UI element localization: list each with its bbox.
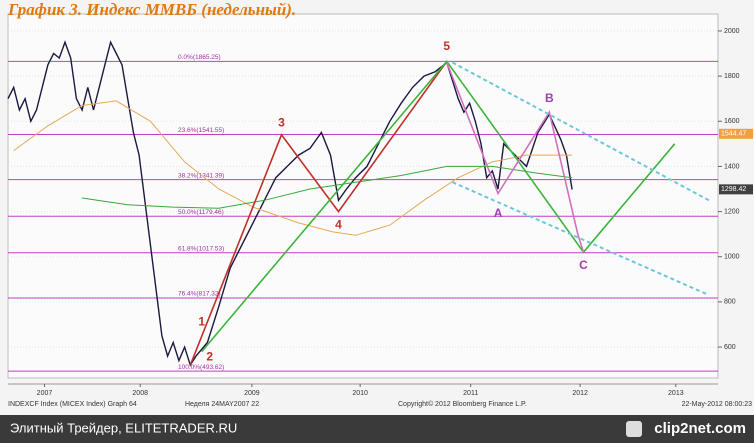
price-line	[7, 40, 573, 367]
x-tick-label: 2009	[244, 390, 260, 397]
footer-text: Copyright© 2012 Bloomberg Finance L.P.	[398, 400, 527, 408]
fib-label: 50.0%(1179.46)	[178, 209, 224, 216]
x-tick-label: 2007	[37, 390, 53, 397]
trend-line	[452, 181, 710, 297]
chart-title: График 3. Индекс ММВБ (недельный).	[7, 0, 296, 19]
plot-area	[7, 13, 719, 379]
fib-label: 100.0%(493.62)	[178, 364, 224, 371]
price-line	[13, 100, 573, 236]
banner-logo: clip2net.com	[654, 420, 746, 437]
price-tag-label: 1298.42	[721, 186, 746, 193]
wave-label: A	[494, 206, 503, 220]
wave-label: 2	[206, 349, 213, 363]
price-line	[82, 165, 573, 209]
footer-text: 22-May-2012 08:00:23	[682, 401, 753, 408]
wave-label: B	[545, 91, 554, 105]
trend-line	[189, 60, 448, 366]
fib-label: 23.6%(1541.55)	[178, 127, 224, 134]
logo-icon	[626, 421, 642, 437]
banner-text: Элитный Трейдер, ELITETRADER.RU	[10, 420, 237, 435]
wave-label: C	[579, 258, 588, 272]
wave-label: 5	[443, 39, 450, 53]
x-tick-label: 2012	[572, 390, 588, 397]
y-tick-label: 1000	[724, 254, 740, 261]
y-tick-label: 2000	[724, 28, 740, 35]
x-tick-label: 2011	[463, 390, 478, 397]
x-tick-label: 2008	[132, 390, 148, 397]
y-tick-label: 1200	[724, 208, 740, 215]
price-tag-label: 1544.47	[721, 131, 746, 138]
x-tick-label: 2010	[352, 390, 368, 397]
fib-label: 61.8%(1017.53)	[178, 246, 224, 253]
footer-text: INDEXCF Index (MICEX Index) Graph 64	[8, 401, 137, 408]
fib-label: 38.2%(1341.39)	[178, 172, 224, 179]
y-tick-label: 1400	[724, 163, 740, 170]
wave-label: 1	[198, 314, 205, 328]
fib-label: 0.0%(1865.25)	[178, 54, 221, 61]
footer-text: Неделя 24MAY2007 22	[185, 401, 259, 408]
trend-line	[446, 62, 585, 253]
y-tick-label: 800	[724, 299, 736, 306]
wave-label: 4	[335, 217, 342, 231]
x-tick-label: 2013	[668, 390, 684, 397]
y-tick-label: 1800	[724, 73, 740, 80]
price-tag	[719, 128, 753, 139]
wave-label: 3	[278, 116, 285, 130]
y-tick-label: 1600	[724, 118, 740, 125]
y-tick-label: 600	[724, 344, 736, 351]
fib-label: 76.4%(817.32)	[178, 291, 221, 298]
trend-line	[201, 60, 676, 353]
price-tag	[719, 184, 753, 195]
